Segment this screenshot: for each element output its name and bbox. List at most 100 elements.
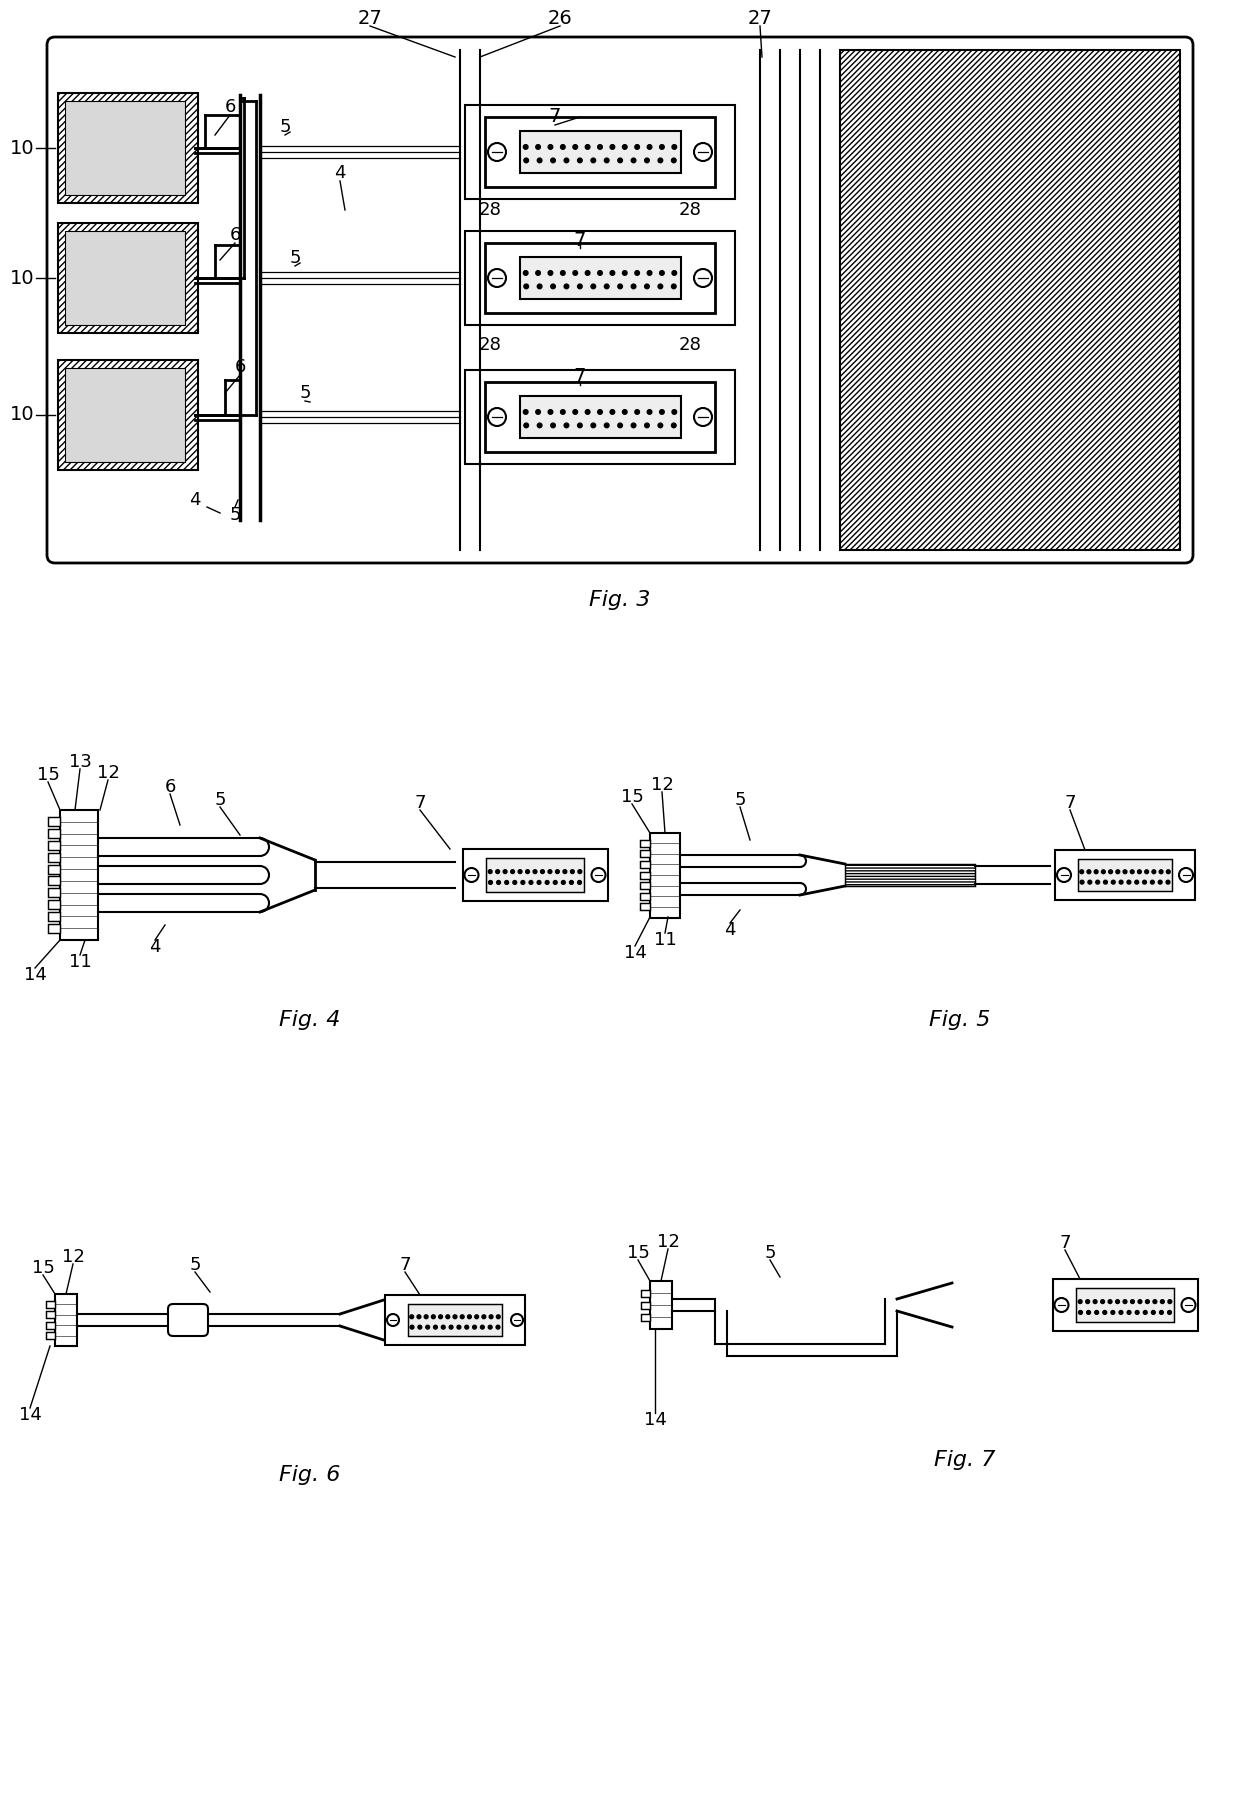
Circle shape — [610, 409, 615, 414]
Circle shape — [446, 1315, 450, 1319]
Circle shape — [645, 159, 650, 162]
Circle shape — [560, 270, 565, 276]
Circle shape — [441, 1324, 445, 1330]
Circle shape — [694, 268, 712, 287]
Circle shape — [533, 870, 537, 874]
Circle shape — [1120, 879, 1123, 885]
Circle shape — [1111, 879, 1115, 885]
Bar — [48, 876, 60, 885]
Text: Fig. 7: Fig. 7 — [934, 1451, 996, 1470]
Circle shape — [1131, 1299, 1135, 1303]
Circle shape — [1151, 879, 1154, 885]
Circle shape — [598, 409, 603, 414]
Bar — [1053, 1279, 1198, 1332]
Circle shape — [410, 1324, 414, 1330]
Circle shape — [672, 423, 676, 427]
Circle shape — [1111, 1310, 1115, 1314]
Circle shape — [660, 270, 665, 276]
Circle shape — [618, 285, 622, 288]
Circle shape — [1136, 1310, 1140, 1314]
Circle shape — [672, 285, 676, 288]
Circle shape — [1079, 1310, 1083, 1314]
Bar — [465, 369, 735, 463]
Circle shape — [645, 285, 650, 288]
Circle shape — [482, 1315, 486, 1319]
Bar — [48, 888, 60, 897]
Bar — [640, 840, 650, 847]
Circle shape — [1135, 879, 1138, 885]
Circle shape — [525, 159, 528, 162]
Text: 7: 7 — [399, 1256, 410, 1274]
Circle shape — [578, 159, 582, 162]
Circle shape — [622, 270, 627, 276]
Text: 12: 12 — [97, 764, 119, 782]
Bar — [641, 1301, 650, 1308]
Circle shape — [618, 159, 622, 162]
Bar — [640, 883, 650, 888]
Circle shape — [548, 870, 552, 874]
Circle shape — [562, 881, 565, 885]
Bar — [839, 50, 1180, 550]
Bar — [64, 231, 185, 324]
Circle shape — [525, 423, 528, 427]
Circle shape — [551, 159, 556, 162]
Circle shape — [525, 285, 528, 288]
Circle shape — [424, 1315, 428, 1319]
Circle shape — [1138, 1299, 1142, 1303]
Bar — [64, 101, 185, 195]
Bar — [48, 842, 60, 851]
Circle shape — [694, 142, 712, 160]
Text: 11: 11 — [653, 932, 676, 950]
Circle shape — [489, 870, 492, 874]
Bar — [46, 1301, 55, 1308]
Circle shape — [434, 1324, 438, 1330]
Text: 11: 11 — [68, 953, 92, 971]
Circle shape — [449, 1324, 453, 1330]
Circle shape — [1079, 1299, 1083, 1303]
Circle shape — [472, 1324, 476, 1330]
Circle shape — [618, 423, 622, 427]
Bar — [1055, 851, 1195, 899]
Circle shape — [1102, 1310, 1106, 1314]
Circle shape — [467, 1315, 471, 1319]
Circle shape — [1131, 870, 1135, 874]
Circle shape — [1159, 1310, 1163, 1314]
Circle shape — [585, 409, 590, 414]
Circle shape — [1086, 1299, 1090, 1303]
Circle shape — [458, 1324, 461, 1330]
Circle shape — [1142, 879, 1147, 885]
Circle shape — [1161, 1299, 1164, 1303]
Circle shape — [1087, 879, 1091, 885]
Circle shape — [529, 881, 533, 885]
Bar — [64, 368, 185, 461]
Bar — [650, 833, 680, 917]
Circle shape — [591, 423, 595, 427]
Bar — [58, 360, 198, 470]
Circle shape — [570, 870, 574, 874]
Circle shape — [1146, 1299, 1149, 1303]
FancyBboxPatch shape — [47, 38, 1193, 562]
Text: Fig. 6: Fig. 6 — [279, 1465, 341, 1485]
Circle shape — [1168, 1299, 1172, 1303]
Circle shape — [409, 1315, 414, 1319]
Circle shape — [647, 144, 652, 150]
Circle shape — [497, 881, 501, 885]
Bar — [640, 903, 650, 910]
Circle shape — [598, 144, 603, 150]
Text: 7: 7 — [574, 368, 587, 386]
Circle shape — [635, 409, 640, 414]
Circle shape — [660, 144, 665, 150]
Circle shape — [578, 285, 582, 288]
Bar — [1078, 860, 1172, 892]
Text: 10: 10 — [10, 268, 35, 288]
Circle shape — [503, 870, 507, 874]
Circle shape — [1152, 870, 1156, 874]
Circle shape — [489, 1315, 494, 1319]
Bar — [641, 1290, 650, 1296]
Circle shape — [465, 869, 479, 881]
Text: 5: 5 — [734, 791, 745, 809]
Circle shape — [1101, 870, 1105, 874]
Text: 6: 6 — [224, 97, 236, 115]
Circle shape — [564, 423, 569, 427]
Circle shape — [489, 881, 492, 885]
